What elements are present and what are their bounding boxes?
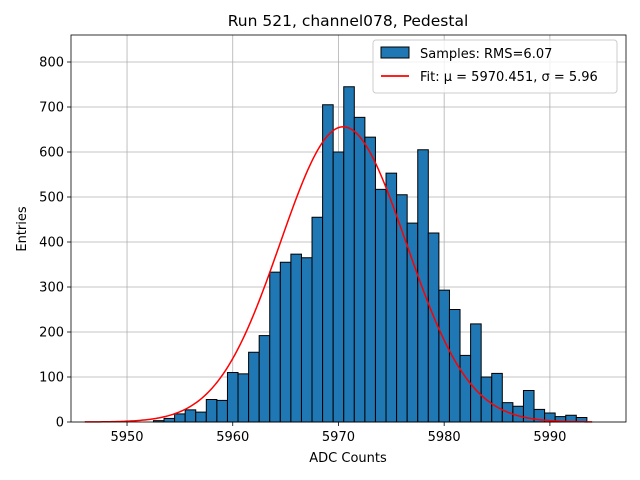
- y-tick-label: 100: [39, 371, 64, 386]
- y-axis-ticks: 0 100 200 300 400 500 600 700 800: [39, 56, 71, 431]
- histogram-bar: [427, 232, 440, 423]
- histogram-bar: [300, 257, 313, 423]
- histogram-bar: [205, 399, 218, 423]
- histogram-bar: [353, 116, 366, 423]
- histogram-bar: [216, 399, 228, 423]
- histogram-bar: [438, 289, 450, 423]
- histogram-bar: [311, 216, 324, 423]
- chart-title: Run 521, channel078, Pedestal: [228, 12, 469, 30]
- x-tick-label: 5950: [110, 430, 143, 445]
- histogram-bar: [163, 417, 176, 423]
- y-tick-label: 200: [39, 326, 64, 341]
- histogram-bar: [491, 372, 503, 423]
- y-tick-label: 400: [39, 236, 64, 251]
- histogram-bar: [343, 86, 355, 423]
- x-tick-label: 5960: [216, 430, 249, 445]
- histogram-bar: [406, 222, 419, 423]
- histogram-bar: [417, 149, 429, 423]
- y-tick-label: 0: [56, 416, 64, 431]
- legend: Samples: RMS=6.07 Fit: μ = 5970.451, σ =…: [372, 39, 618, 94]
- histogram-bar: [364, 136, 376, 423]
- plot-frame: [70, 34, 627, 423]
- legend-box: [372, 39, 618, 94]
- histogram-bar: [279, 261, 292, 423]
- histogram-bar: [332, 151, 345, 423]
- histogram-bar: [290, 253, 302, 423]
- histogram-bar: [226, 372, 239, 423]
- x-axis-label: ADC Counts: [309, 451, 387, 466]
- legend-samples-label: Samples: RMS=6.07: [420, 47, 552, 62]
- fit-curve: [84, 126, 593, 423]
- histogram-bar: [258, 335, 271, 423]
- legend-samples-patch: [380, 46, 410, 59]
- legend-fit-label: Fit: μ = 5970.451, σ = 5.96: [420, 70, 598, 85]
- y-tick-label: 600: [39, 146, 64, 161]
- y-tick-label: 800: [39, 56, 64, 71]
- histogram-bar: [248, 351, 260, 423]
- y-tick-label: 300: [39, 281, 64, 296]
- histogram-bar: [459, 354, 472, 423]
- histogram-bar: [195, 411, 207, 423]
- x-tick-label: 5980: [428, 430, 461, 445]
- x-tick-label: 5970: [322, 430, 355, 445]
- histogram-bar: [184, 409, 197, 423]
- histogram-bar: [237, 373, 250, 423]
- x-axis-ticks: 5950 5960 5970 5980 5990: [110, 422, 566, 445]
- histogram-bar: [470, 323, 482, 423]
- x-tick-label: 5990: [533, 430, 566, 445]
- histogram-bar: [322, 104, 334, 423]
- histogram-bars: [152, 86, 588, 423]
- y-tick-label: 500: [39, 191, 64, 206]
- y-tick-label: 700: [39, 101, 64, 116]
- histogram-bar: [174, 413, 186, 423]
- histogram-bar: [269, 271, 281, 423]
- y-axis-label: Entries: [15, 206, 30, 252]
- histogram-bar: [374, 188, 387, 423]
